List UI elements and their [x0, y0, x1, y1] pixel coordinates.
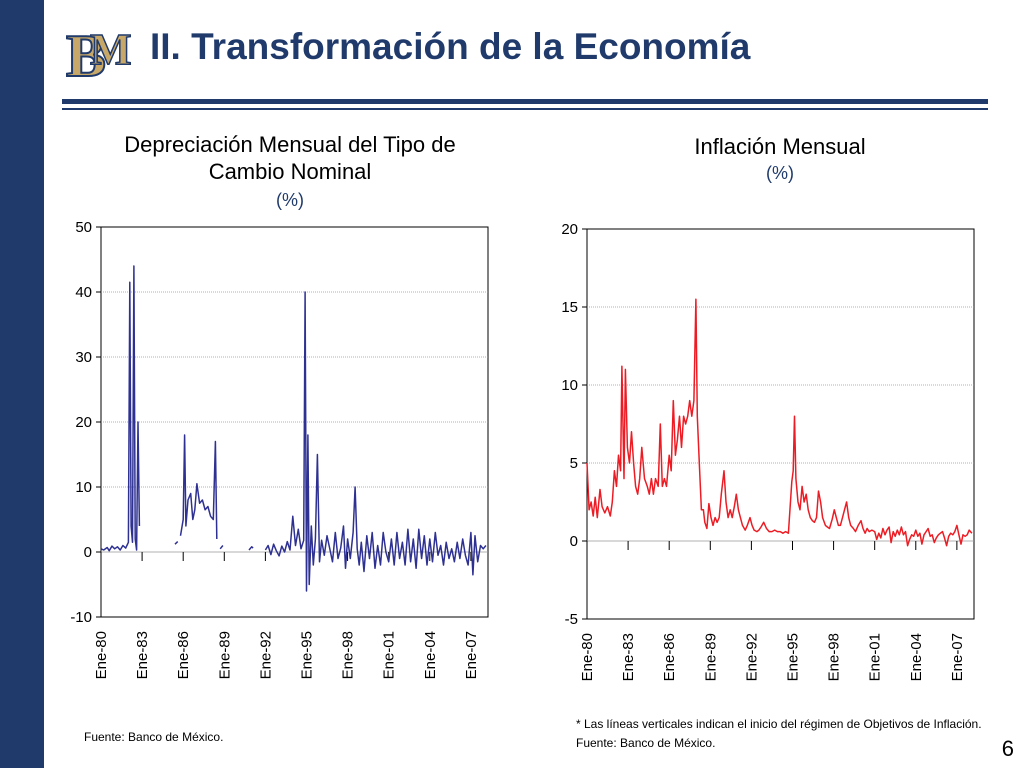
left-chart-y-tick-label: 50 [75, 219, 92, 236]
left-chart-x-tick-label: Ene-98 [340, 631, 357, 679]
right-chart-x-tick-label: Ene-86 [661, 633, 678, 681]
right-chart-unit: (%) [766, 163, 794, 183]
bm-logo-icon: B M [60, 14, 136, 90]
right-chart-footnote: * Las líneas verticales indican el inici… [576, 717, 982, 750]
right-chart-x-tick-label: Ene-89 [702, 633, 719, 681]
left-chart-y-tick-label: -10 [70, 609, 92, 626]
left-chart-x-tick-label: Ene-86 [175, 631, 192, 679]
right-chart-y-tick-label: 5 [570, 455, 578, 472]
slide-title: II. Transformación de la Economía [150, 26, 751, 67]
left-chart-x-tick-label: Ene-04 [422, 631, 439, 679]
left-chart-x-tick-label: Ene-83 [134, 631, 151, 679]
right-chart-x-tick-label: Ene-01 [867, 633, 884, 681]
title-rule-thick [62, 99, 988, 104]
right-chart-y-tick-label: -5 [565, 611, 578, 628]
left-chart-y-tick-label: 0 [84, 544, 92, 561]
right-chart-series-line [586, 298, 973, 547]
left-chart-series-line [179, 434, 218, 540]
right-chart-y-tick-label: 0 [570, 533, 578, 550]
left-chart-unit: (%) [276, 190, 304, 210]
left-chart-y-tick-label: 20 [75, 414, 92, 431]
right-chart-plot-area [586, 228, 975, 620]
left-chart-x-tick-label: Ene-07 [463, 631, 480, 679]
left-chart-series-line [264, 291, 487, 592]
left-chart-series-line [248, 546, 254, 551]
svg-text:M: M [90, 25, 132, 74]
right-chart-y-tick-label: 10 [561, 377, 578, 394]
left-chart-series-line [100, 265, 141, 552]
left-chart-x-tick-label: Ene-92 [257, 631, 274, 679]
left-chart-x-tick-label: Ene-01 [381, 631, 398, 679]
page-number: 6 [1001, 736, 1014, 761]
right-chart-x-tick-label: Ene-98 [826, 633, 843, 681]
left-chart-series-line [219, 545, 224, 550]
left-chart-title: Depreciación Mensual del Tipo de Cambio … [124, 132, 456, 184]
right-chart-x-tick-label: Ene-83 [620, 633, 637, 681]
left-chart-x-tick-label: Ene-89 [216, 631, 233, 679]
right-chart-title: Inflación Mensual [694, 134, 866, 159]
right-chart-x-tick-label: Ene-07 [949, 633, 966, 681]
left-chart-y-tick-label: 10 [75, 479, 92, 496]
left-chart-x-tick-label: Ene-95 [298, 631, 315, 679]
left-chart-y-tick-label: 30 [75, 349, 92, 366]
right-chart-x-tick-label: Ene-92 [743, 633, 760, 681]
right-chart-x-tick-label: Ene-95 [784, 633, 801, 681]
sidebar-band [0, 0, 44, 768]
right-chart-y-tick-label: 20 [561, 221, 578, 238]
left-chart-source-note: Fuente: Banco de México. [84, 730, 224, 744]
title-rule-thin [62, 108, 988, 110]
left-chart-x-tick-label: Ene-80 [93, 631, 110, 679]
right-chart-x-tick-label: Ene-80 [579, 633, 596, 681]
right-chart-x-tick-label: Ene-04 [908, 633, 925, 681]
left-chart-y-tick-label: 40 [75, 284, 92, 301]
svg-text:B: B [66, 23, 106, 89]
left-chart-series-line [174, 541, 179, 545]
right-chart-y-tick-label: 15 [561, 299, 578, 316]
